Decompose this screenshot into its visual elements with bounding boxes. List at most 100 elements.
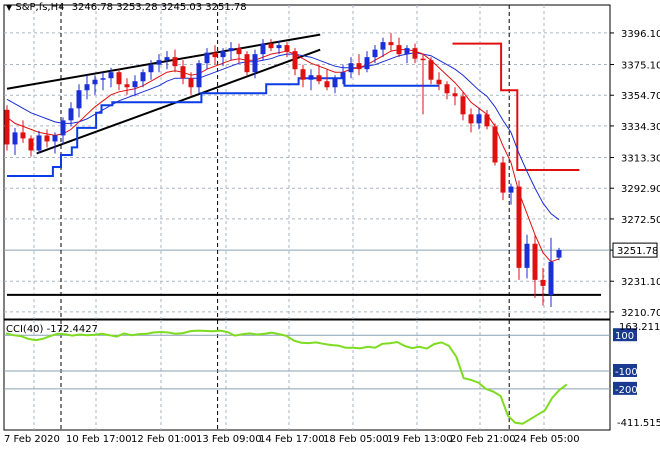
candle-body	[84, 84, 90, 91]
candle-body	[164, 57, 170, 61]
candle-body	[364, 57, 370, 70]
cci-level-label: 100	[615, 331, 634, 342]
symbol-label: S&P,fs,H4	[15, 2, 65, 13]
candle-body	[20, 132, 26, 139]
candle-body	[28, 138, 34, 151]
grid	[3, 4, 611, 431]
price-tick-label: 3292.90	[621, 184, 660, 195]
candle-body	[116, 72, 122, 85]
candle-body	[220, 51, 226, 58]
candle-body	[172, 57, 178, 67]
price-tick-label: 3334.30	[621, 122, 660, 133]
price-tick-label: 3210.70	[621, 308, 660, 319]
candle-body	[268, 43, 274, 49]
candle-body	[252, 54, 258, 73]
current-price-box	[612, 242, 658, 258]
candle-body	[196, 63, 202, 88]
candle-body	[292, 51, 298, 70]
axes: 3396.10 3375.10 3354.70 3334.30 3313.30 3292.…	[4, 29, 660, 445]
candle-body	[284, 45, 290, 52]
price-panel-frame	[3, 4, 611, 320]
candle-body	[188, 78, 194, 88]
candle-body	[404, 48, 410, 55]
candle-body	[396, 45, 402, 55]
candle-body	[76, 90, 82, 109]
candle-body	[260, 43, 266, 55]
cci-line	[5, 329, 568, 425]
candle-body	[548, 261, 554, 295]
price-tick-label: 3272.50	[621, 215, 660, 226]
indicator-label: CCI(40) -172.4427	[6, 324, 98, 335]
candle-body	[300, 69, 306, 80]
candle-body	[140, 72, 146, 82]
time-tick-label: 14 Feb 17:00	[259, 434, 325, 445]
indicator-lines	[6, 33, 601, 296]
candle-body	[44, 135, 50, 142]
candle-body	[52, 135, 58, 142]
cci-level-box	[613, 328, 637, 342]
trendline	[6, 33, 321, 90]
fast-moving-average	[6, 49, 560, 263]
candle-body	[204, 52, 210, 64]
candle-body	[124, 84, 130, 88]
candle-body	[460, 96, 466, 115]
candle-body	[148, 64, 154, 73]
candle-body	[412, 48, 418, 59]
price-tick-label: 3231.10	[621, 277, 660, 288]
candle-body	[276, 45, 282, 49]
candle-body	[316, 75, 322, 82]
red-stop-line	[452, 42, 580, 171]
candle-body	[92, 79, 98, 85]
candle-body	[348, 63, 354, 73]
cci-level-box	[613, 363, 637, 377]
candle-body	[556, 250, 562, 258]
candle-body	[180, 66, 186, 79]
time-tick-label: 13 Feb 09:00	[196, 434, 262, 445]
candle-body	[452, 93, 458, 97]
candle-body	[68, 108, 74, 121]
time-tick-label: 24 Feb 05:00	[514, 434, 580, 445]
header-bar: ▼ S&P,fs,H4 3246.78 3253.28 3245.03 3251…	[6, 2, 247, 14]
candle-body	[492, 126, 498, 163]
cci-level-label: -100	[615, 367, 638, 378]
price-tick-label: 3375.10	[621, 61, 660, 72]
candles	[4, 33, 562, 307]
candle-body	[324, 81, 330, 88]
candle-body	[340, 72, 346, 79]
candle-body	[12, 132, 18, 145]
cci-panel-frame	[3, 319, 611, 431]
candle-body	[244, 54, 250, 73]
symbol-menu-icon[interactable]: ▼	[6, 3, 13, 12]
candle-body	[540, 279, 546, 286]
candle-body	[36, 135, 42, 151]
candle-body	[372, 49, 378, 58]
candle-body	[500, 162, 506, 193]
candle-body	[100, 78, 106, 80]
candle-body	[388, 42, 394, 46]
candle-body	[524, 243, 530, 268]
price-tick-label: 3396.10	[621, 29, 660, 40]
candle-body	[516, 186, 522, 268]
candle-body	[228, 48, 234, 52]
time-tick-label: 7 Feb 2020	[4, 434, 60, 445]
candle-body	[236, 48, 242, 55]
price-tick-label: 3354.70	[621, 91, 660, 102]
time-tick-label: 20 Feb 21:00	[450, 434, 516, 445]
price-tick-label: 3313.30	[621, 154, 660, 165]
candle-body	[356, 63, 362, 70]
candle-body	[332, 78, 338, 88]
candle-body	[468, 114, 474, 124]
current-price-label: 3251.78	[617, 246, 658, 257]
candle-body	[484, 114, 490, 127]
candle-body	[4, 109, 10, 145]
time-tick-label: 18 Feb 05:00	[323, 434, 389, 445]
time-tick-label: 19 Feb 13:00	[387, 434, 453, 445]
candle-body	[436, 79, 442, 85]
candle-body	[444, 84, 450, 94]
candle-body	[476, 114, 482, 124]
time-tick-label: 10 Feb 17:00	[66, 434, 132, 445]
cci-panel: 100 -100 -200 163.2119 -411.5156	[4, 322, 660, 429]
candle-body	[308, 75, 314, 80]
